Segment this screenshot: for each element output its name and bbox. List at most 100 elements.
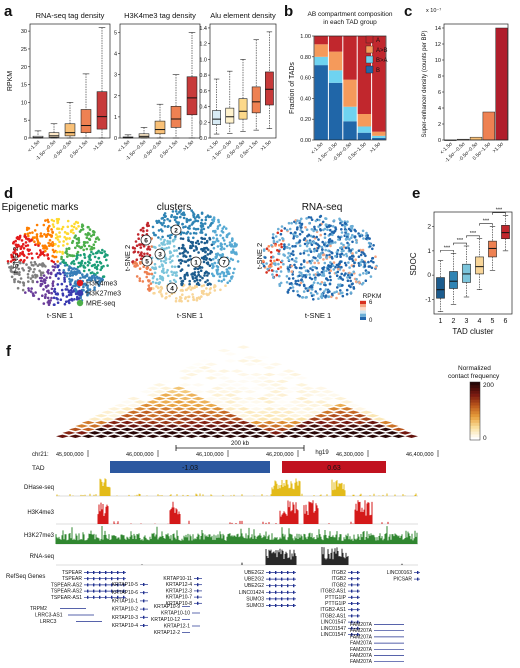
- hic-cell: [295, 403, 309, 408]
- hic-cell: [172, 379, 186, 384]
- tsne-point: [324, 288, 328, 291]
- tsne-point: [14, 243, 18, 246]
- stacked-bar-segment: [343, 121, 357, 140]
- tsne-point: [164, 215, 167, 218]
- tsne-point: [219, 247, 223, 251]
- tsne-point: [228, 232, 231, 235]
- tsne-point: [38, 263, 41, 266]
- tsne-point: [279, 270, 283, 273]
- tsne-point: [70, 286, 74, 290]
- legend-label: B>A: [376, 58, 388, 64]
- tsne-point: [154, 233, 157, 237]
- tsne-point: [212, 236, 215, 240]
- hic-cell: [282, 431, 296, 435]
- tsne-point: [209, 215, 212, 218]
- tsne-point: [137, 237, 140, 240]
- tsne-point: [279, 281, 283, 285]
- y-tick-label: 1: [114, 115, 117, 121]
- tsne-point: [221, 253, 224, 256]
- hic-cell: [146, 420, 160, 425]
- tsne-point: [186, 230, 190, 234]
- tsne-point: [178, 295, 182, 299]
- gene-name: SUMO3: [246, 596, 264, 602]
- hic-cell: [120, 407, 134, 411]
- cluster-number: 1: [194, 260, 198, 267]
- hic-cell: [204, 369, 218, 373]
- tsne-point: [62, 271, 65, 274]
- hic-cell: [282, 376, 296, 380]
- tsne-point: [13, 251, 16, 254]
- tsne-point: [309, 291, 313, 295]
- gene-exon: [269, 584, 271, 588]
- tsne-point: [277, 267, 280, 271]
- tsne-point: [24, 244, 28, 248]
- tsne-point: [313, 261, 317, 265]
- tsne-point: [323, 227, 327, 231]
- tsne-point: [335, 296, 338, 300]
- tsne-point: [36, 280, 39, 284]
- tsne-point: [82, 269, 86, 273]
- tsne-point: [95, 260, 99, 264]
- tsne-point: [212, 218, 216, 221]
- tsne-point: [173, 249, 176, 252]
- tsne-point: [291, 250, 295, 253]
- hic-cell: [172, 420, 186, 425]
- gene-exon: [111, 589, 113, 593]
- tsne-point: [35, 235, 39, 238]
- hic-cell: [372, 431, 386, 435]
- tsne-point: [343, 274, 346, 277]
- tsne-point: [231, 251, 235, 254]
- tsne-point: [158, 244, 161, 247]
- tsne-point: [149, 282, 153, 285]
- box: [170, 106, 182, 128]
- tsne-point: [27, 287, 30, 290]
- tsne-point: [172, 245, 176, 248]
- tsne-point: [162, 221, 165, 225]
- tsne-point: [36, 240, 40, 244]
- tsne-point: [226, 281, 229, 285]
- gene-exon: [281, 604, 283, 607]
- gene-exon: [143, 607, 145, 611]
- gene-name: KRTAP10-10: [161, 611, 190, 617]
- tsne-point: [206, 282, 210, 286]
- tsne-point: [337, 238, 340, 241]
- tsne-point: [35, 223, 39, 227]
- tsne-point: [90, 250, 93, 254]
- tsne-point: [66, 225, 70, 229]
- tsne-point: [200, 231, 204, 234]
- tsne-point: [84, 290, 88, 294]
- tsne-point: [93, 274, 96, 277]
- gene-name: ITGB2-AS1: [320, 589, 346, 595]
- tsne-point: [218, 253, 222, 257]
- plot-frame: [209, 23, 277, 139]
- tsne-point: [37, 244, 40, 247]
- tsne-point: [171, 254, 175, 257]
- stacked-bar-segment: [314, 56, 328, 66]
- tsne-point: [302, 283, 306, 287]
- hic-cell: [165, 417, 179, 421]
- hic-cell: [275, 400, 289, 404]
- tsne-point: [306, 241, 309, 244]
- hic-cell: [256, 376, 270, 380]
- hic-cell: [224, 400, 237, 404]
- tsne-point: [282, 253, 285, 256]
- tsne-point: [51, 282, 54, 285]
- hic-cell: [217, 362, 231, 366]
- stacked-bar-segment: [372, 137, 386, 140]
- tsne-point: [298, 240, 301, 244]
- tsne-point: [312, 235, 316, 238]
- tsne-point: [330, 251, 334, 255]
- tsne-point: [63, 235, 66, 239]
- hic-cell: [178, 369, 192, 373]
- hic-cell: [282, 417, 296, 421]
- tsne-point: [203, 237, 207, 241]
- tsne-point: [299, 229, 303, 232]
- tsne-point: [206, 279, 209, 282]
- tsne-point: [293, 263, 296, 267]
- gene-exon: [197, 595, 199, 599]
- tsne-point: [102, 275, 106, 278]
- tsne-point: [283, 243, 286, 246]
- hic-cell: [159, 414, 173, 418]
- hic-cell: [75, 424, 89, 428]
